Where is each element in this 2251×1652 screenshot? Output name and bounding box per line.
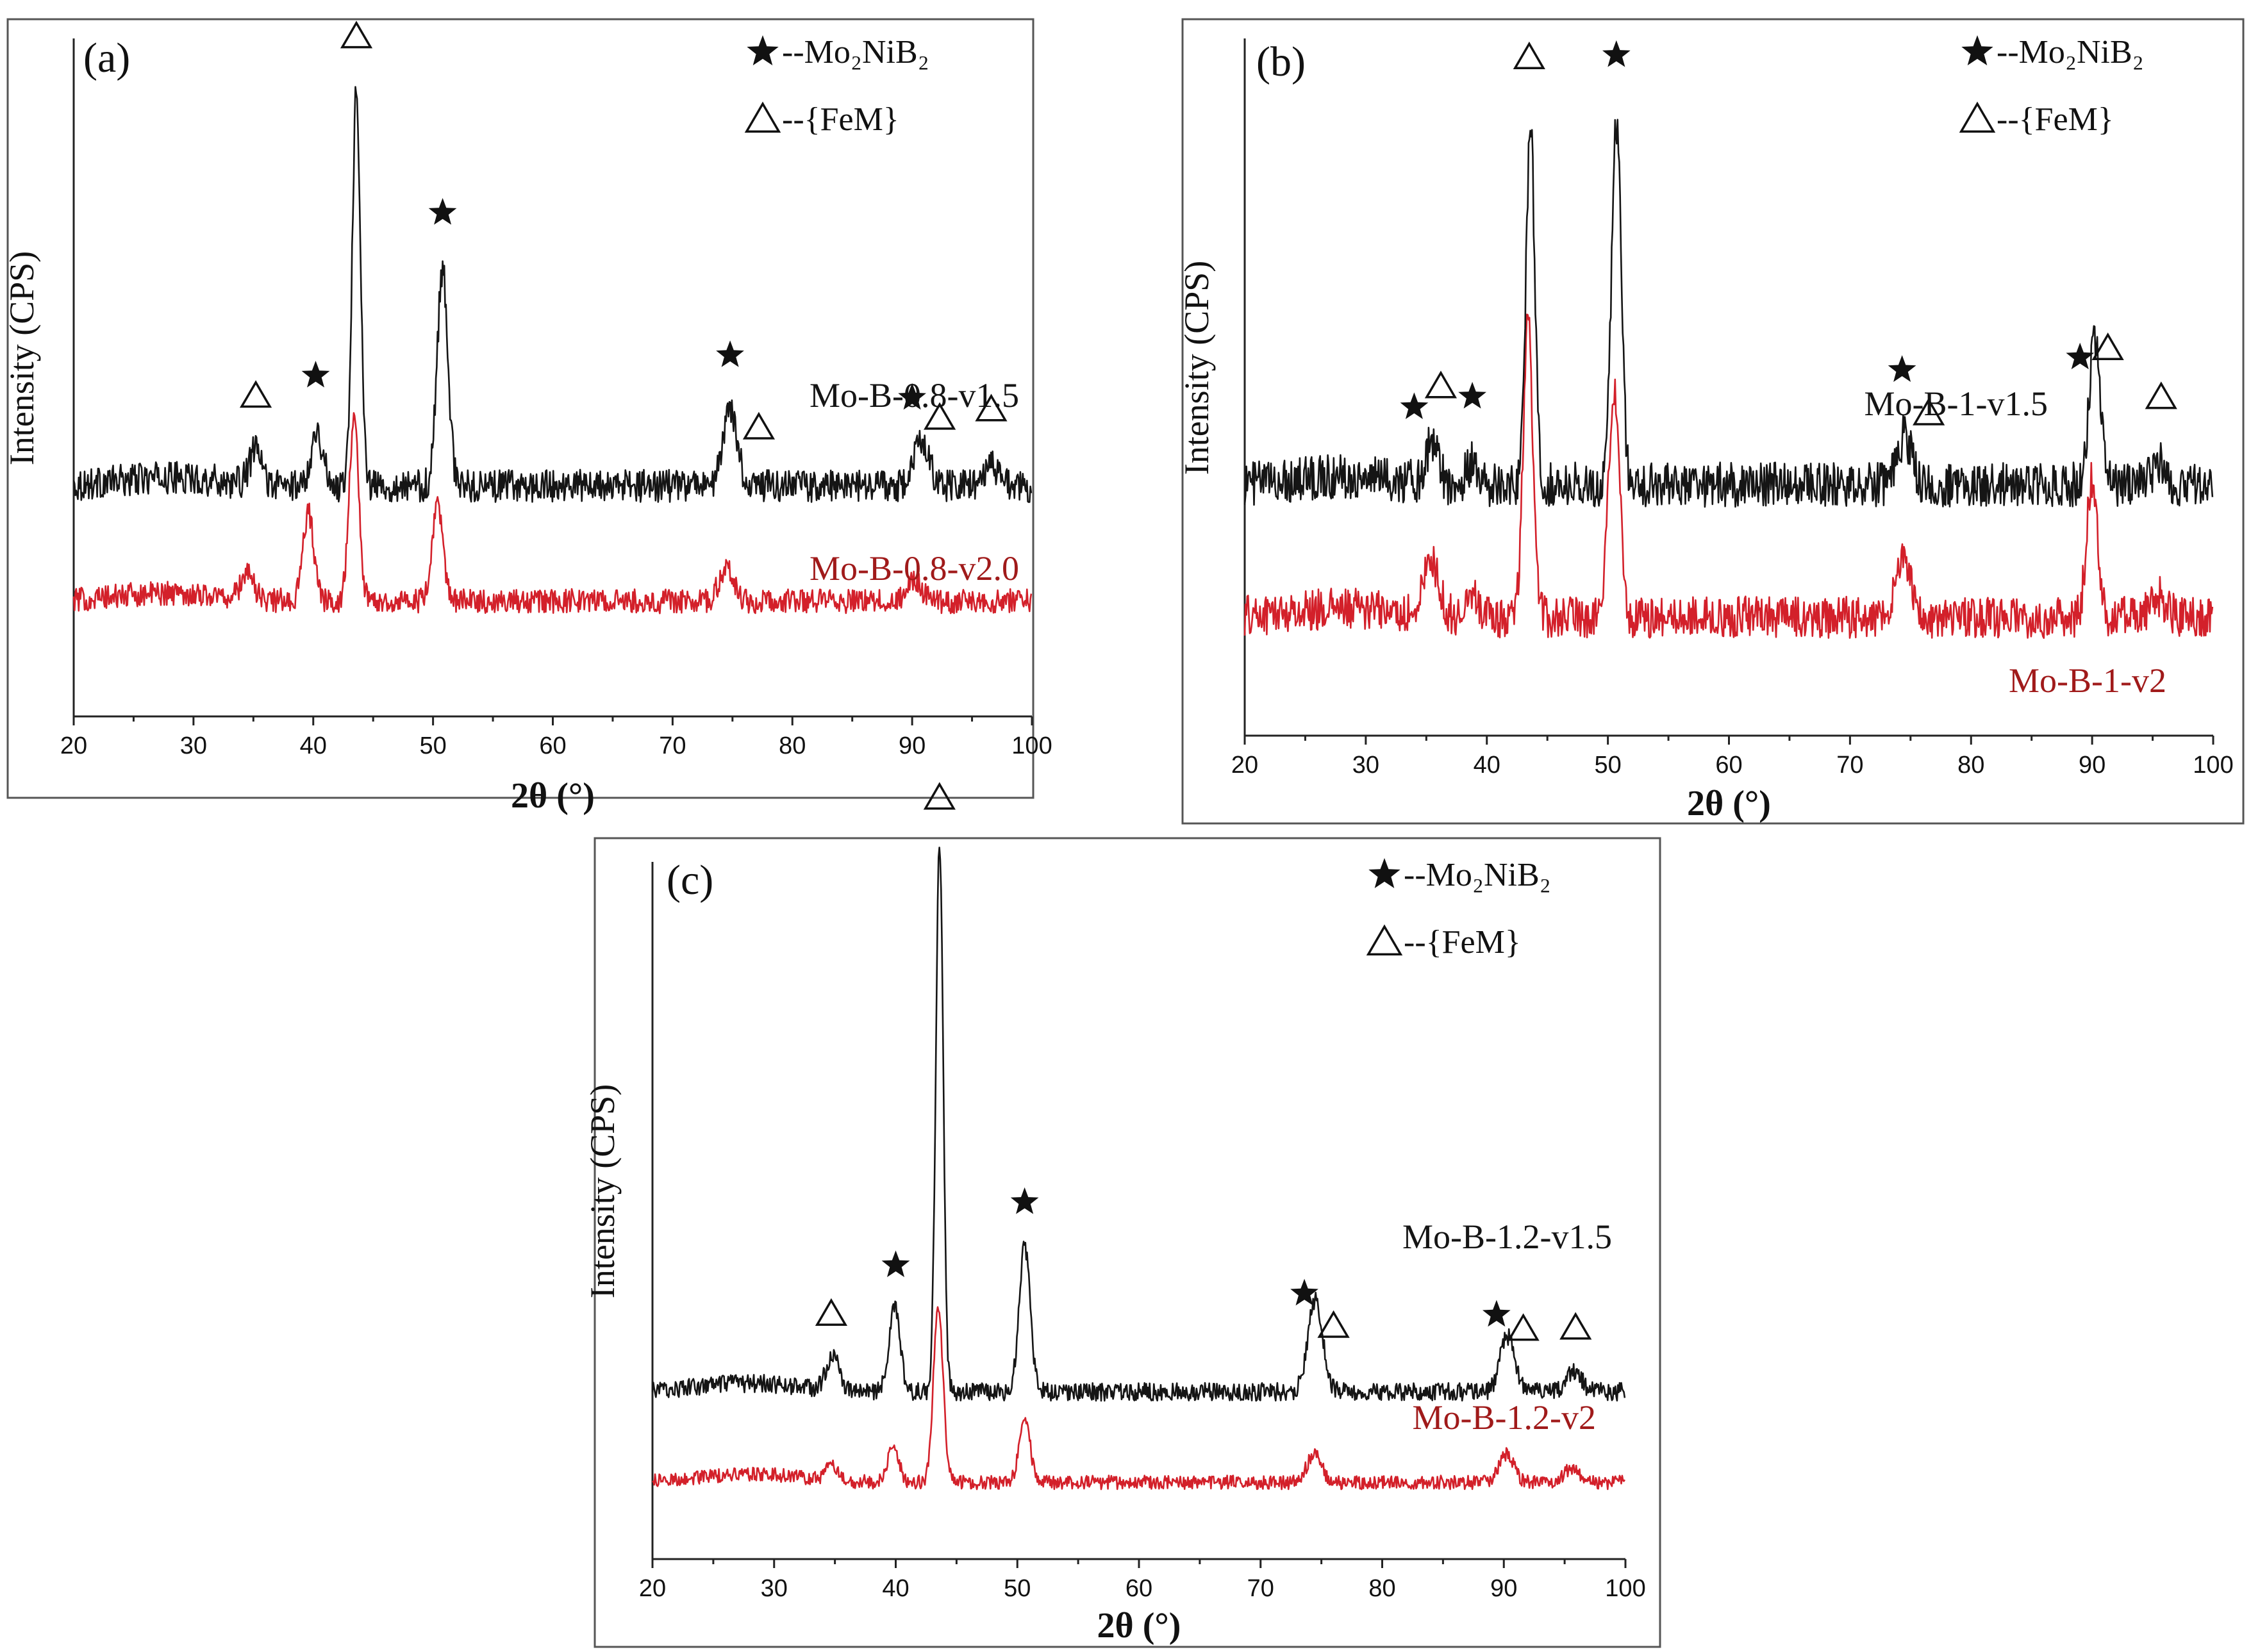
peak-triangle-icon (742, 411, 776, 440)
peak-star-icon (2066, 342, 2095, 370)
peak-triangle-icon (1317, 1310, 1350, 1338)
panel-label: (a) (83, 35, 130, 81)
peak-triangle-icon (2091, 332, 2124, 360)
x-tick-label: 100 (2193, 752, 2233, 779)
x-axis-label: 2θ (°) (1097, 1606, 1181, 1646)
peak-star-icon (716, 340, 744, 367)
peak-triangle-icon (924, 402, 956, 430)
x-tick-label: 30 (1352, 752, 1379, 779)
x-tick-label: 80 (779, 732, 806, 759)
y-axis-label: Intensity (CPS) (3, 251, 41, 466)
peak-triangle-icon (975, 393, 1008, 422)
peak-triangle-icon (239, 380, 272, 408)
peak-triangle-icon (340, 21, 373, 49)
peak-star-icon (1602, 40, 1631, 67)
panel-frame (1181, 18, 2245, 825)
y-axis-label: Intensity (CPS) (1177, 261, 1216, 475)
peak-star-icon (898, 383, 926, 410)
x-axis-label: 2θ (°) (511, 776, 595, 816)
panel-frame (594, 837, 1661, 1648)
x-tick-label: 70 (1836, 752, 1863, 779)
peak-triangle-icon (1559, 1312, 1592, 1340)
legend-triangle-icon (744, 101, 781, 133)
series-label-black: Mo-B-1.2-v1.5 (1402, 1218, 1612, 1256)
x-tick-label: 80 (1368, 1575, 1395, 1602)
x-tick-label: 100 (1605, 1575, 1645, 1602)
x-tick-label: 40 (1474, 752, 1500, 779)
series-line-red (652, 1306, 1625, 1491)
series-line-black (1243, 119, 2214, 508)
legend-triangle-label: --{FeM} (1997, 101, 2114, 138)
series-label-red: Mo-B-1-v2 (2009, 661, 2166, 700)
peak-triangle-icon (1424, 370, 1458, 399)
legend-triangle-label: --{FeM} (1404, 924, 1521, 961)
x-tick-label: 50 (1004, 1575, 1031, 1602)
y-axis-label: Intensity (CPS) (583, 1084, 622, 1299)
legend-star-icon (1368, 858, 1400, 888)
legend-star-label: --Mo₂NiB₂ (1404, 857, 1551, 893)
x-tick-label: 70 (659, 732, 686, 759)
panel-a: 20 30 40 50 60 70 80 90 100 2θ (°) Intensity (CPS)… (3, 18, 1052, 816)
legend-star-label: --Mo₂NiB₂ (782, 34, 929, 70)
series-label-black: Mo-B-1-v1.5 (1865, 384, 2048, 423)
series-label-red: Mo-B-1.2-v2 (1413, 1398, 1596, 1437)
x-tick-label: 40 (300, 732, 327, 759)
panel-label: (c) (667, 857, 713, 904)
x-tick-label: 20 (1231, 752, 1258, 779)
peak-star-icon (1400, 392, 1429, 419)
legend-triangle-label: --{FeM} (782, 101, 899, 138)
peak-star-icon (1290, 1278, 1318, 1306)
x-axis-label: 2θ (°) (1687, 784, 1771, 823)
peak-star-icon (1458, 381, 1486, 409)
series-line-red (72, 412, 1033, 615)
series-line-black (651, 847, 1626, 1402)
legend-triangle-icon (1959, 101, 1996, 133)
peak-star-icon (1483, 1300, 1511, 1327)
series-label-red: Mo-B-0.8-v2.0 (810, 549, 1019, 588)
peak-triangle-icon (923, 782, 956, 810)
x-tick-label: 80 (1957, 752, 1984, 779)
series-line-red (1243, 313, 2214, 639)
peak-star-icon (301, 361, 330, 388)
x-tick-label: 60 (1126, 1575, 1152, 1602)
x-tick-label: 40 (882, 1575, 909, 1602)
legend-triangle-icon (1366, 924, 1403, 955)
x-tick-label: 70 (1247, 1575, 1274, 1602)
peak-star-icon (1010, 1187, 1039, 1214)
x-tick-label: 30 (761, 1575, 788, 1602)
x-tick-label: 50 (419, 732, 446, 759)
x-tick-label: 60 (1715, 752, 1742, 779)
peak-triangle-icon (1913, 397, 1945, 425)
x-tick-label: 90 (899, 732, 926, 759)
x-tick-label: 30 (180, 732, 207, 759)
peak-star-icon (881, 1250, 910, 1277)
peak-triangle-icon (1513, 41, 1545, 69)
peak-star-icon (428, 198, 457, 225)
peak-triangle-icon (815, 1298, 848, 1326)
x-tick-label: 50 (1594, 752, 1621, 779)
panel-label: (b) (1256, 38, 1306, 85)
series-line-black (72, 86, 1033, 503)
panel-c: 20 30 40 50 60 70 80 90 100 2θ (°) Intensity (CPS)… (583, 782, 1661, 1648)
panel-b: 20 30 40 50 60 70 80 90 100 2θ (°) Intensity (CPS)… (1177, 18, 2245, 825)
peak-triangle-icon (1507, 1313, 1540, 1341)
x-tick-label: 60 (539, 732, 566, 759)
legend-star-label: --Mo₂NiB₂ (1997, 34, 2144, 70)
x-tick-label: 90 (2079, 752, 2106, 779)
x-tick-label: 20 (639, 1575, 666, 1602)
peak-triangle-icon (2145, 381, 2177, 409)
x-tick-label: 100 (1011, 732, 1052, 759)
peak-star-icon (1888, 355, 1916, 382)
x-tick-label: 20 (60, 732, 87, 759)
x-tick-label: 90 (1490, 1575, 1517, 1602)
legend-star-icon (747, 35, 779, 65)
panel-frame (6, 18, 1034, 799)
legend-star-icon (1961, 35, 1993, 65)
